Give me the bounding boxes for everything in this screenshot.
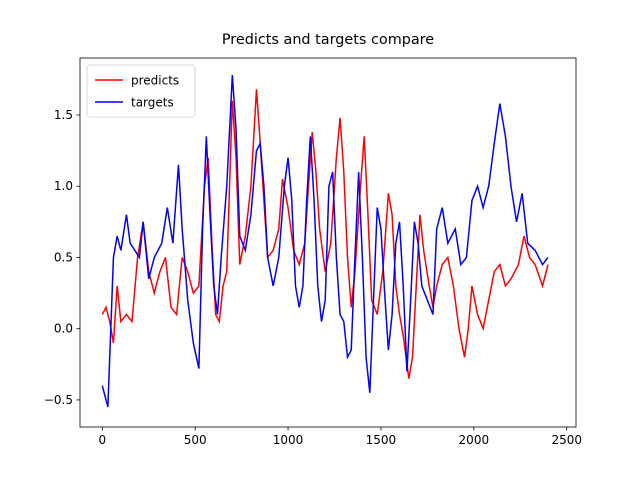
legend-box <box>86 64 196 118</box>
data-line <box>101 89 549 379</box>
x-tick-label: 2000 <box>459 433 490 447</box>
legend-label: targets <box>131 96 174 110</box>
legend-label: predicts <box>131 74 179 88</box>
data-line <box>101 75 549 408</box>
y-tick-label: 1.0 <box>54 179 73 193</box>
y-tick-label: 1.5 <box>54 108 73 122</box>
y-tick-label: −0.5 <box>44 393 73 407</box>
y-tick-label: 0.5 <box>54 250 73 264</box>
x-tick-label: 1500 <box>366 433 397 447</box>
y-tick-label: 0.0 <box>54 322 73 336</box>
plot-frame <box>79 57 577 428</box>
chart-title: Predicts and targets compare <box>222 32 434 48</box>
x-tick-label: 1000 <box>273 433 304 447</box>
x-tick-label: 2500 <box>551 433 582 447</box>
x-tick-label: 500 <box>184 433 207 447</box>
x-tick-label: 0 <box>98 433 106 447</box>
legend: predicts targets <box>86 64 196 118</box>
